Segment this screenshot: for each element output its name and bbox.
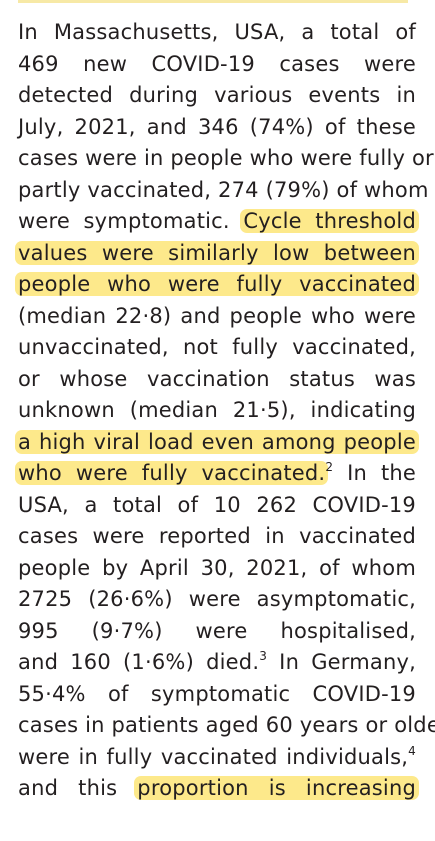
reference-superscript: 2: [325, 460, 334, 474]
text-line: 2725 (26·6%) were asymptomatic,: [18, 583, 416, 615]
text-line: 469 new COVID-19 cases were: [18, 48, 416, 80]
line-text: partly vaccinated, 274 (79%) of whom: [18, 177, 429, 202]
line-text: July, 2021, and 346 (74%) of these: [18, 114, 416, 139]
line-text: cases were in people who were fully or: [18, 146, 434, 170]
line-text: 55·4% of symptomatic COVID-19: [18, 681, 416, 706]
text-line: were in fully vaccinated individuals,4: [18, 741, 416, 773]
highlighted-text: proportion is increasing: [134, 776, 419, 800]
text-line: detected during various events in: [18, 79, 416, 111]
text-line: unvaccinated, not fully vaccinated,: [18, 331, 416, 363]
reference-superscript: 3: [259, 649, 268, 663]
line-text: detected during various events in: [18, 83, 416, 107]
line-text: were symptomatic.: [18, 209, 244, 233]
text-line: a high viral load even among people: [15, 426, 419, 458]
line-text: or whose vaccination status was: [18, 366, 416, 391]
line-text: and 160 (1·6%) died.: [18, 650, 260, 674]
text-line: people by April 30, 2021, of whom: [18, 552, 416, 584]
text-line: and this proportion is increasing: [18, 772, 419, 804]
line-text: people by April 30, 2021, of whom: [18, 555, 416, 580]
reference-superscript: 4: [408, 743, 416, 758]
text-line: cases in patients aged 60 years or older: [18, 709, 435, 741]
text-line: who were fully vaccinated.2 In the: [15, 457, 417, 489]
line-text: unvaccinated, not fully vaccinated,: [18, 335, 416, 359]
highlighted-text: values were similarly low between: [15, 240, 419, 265]
line-text: In Massachusetts, USA, a total of: [18, 20, 416, 44]
text-line: or whose vaccination status was: [18, 363, 416, 395]
text-line: 55·4% of symptomatic COVID-19: [18, 678, 416, 710]
line-text: In the: [333, 461, 417, 485]
line-text: and this: [18, 776, 138, 800]
text-line: partly vaccinated, 274 (79%) of whom: [18, 174, 428, 206]
text-line: values were similarly low between: [15, 237, 419, 269]
line-text: 469 new COVID-19 cases were: [18, 51, 416, 76]
text-line: unknown (median 21·5), indicating: [18, 394, 416, 426]
line-text: (median 22·8) and people who were: [18, 303, 416, 328]
text-line: USA, a total of 10 262 COVID-19: [18, 489, 416, 521]
highlighted-text: people who were fully vaccinated: [15, 272, 419, 296]
text-line: were symptomatic. Cycle threshold: [18, 205, 420, 237]
highlighted-text: who were fully vaccinated.: [15, 461, 329, 485]
line-text: cases were reported in vaccinated: [18, 524, 416, 548]
line-text: unknown (median 21·5), indicating: [18, 398, 416, 422]
line-text: USA, a total of 10 262 COVID-19: [18, 492, 416, 517]
text-line: 995 (9·7%) were hospitalised,: [18, 615, 416, 647]
text-line: people who were fully vaccinated: [15, 268, 419, 300]
text-line: cases were in people who were fully or: [18, 142, 434, 174]
line-text: In Germany,: [267, 650, 416, 674]
text-line: (median 22·8) and people who were: [18, 300, 416, 332]
highlighted-text: Cycle threshold: [240, 209, 420, 233]
top-highlight-edge: [18, 0, 408, 3]
line-text: 2725 (26·6%) were asymptomatic,: [18, 587, 416, 611]
line-text: were in fully vaccinated individuals,: [18, 744, 409, 769]
highlighted-text: a high viral load even among people: [15, 429, 419, 454]
text-line: cases were reported in vaccinated: [18, 520, 416, 552]
text-line: July, 2021, and 346 (74%) of these: [18, 111, 416, 143]
text-line: In Massachusetts, USA, a total of: [18, 16, 416, 48]
line-text: 995 (9·7%) were hospitalised,: [18, 618, 416, 643]
text-line: and 160 (1·6%) died.3 In Germany,: [18, 646, 416, 678]
line-text: cases in patients aged 60 years or older: [18, 713, 435, 737]
